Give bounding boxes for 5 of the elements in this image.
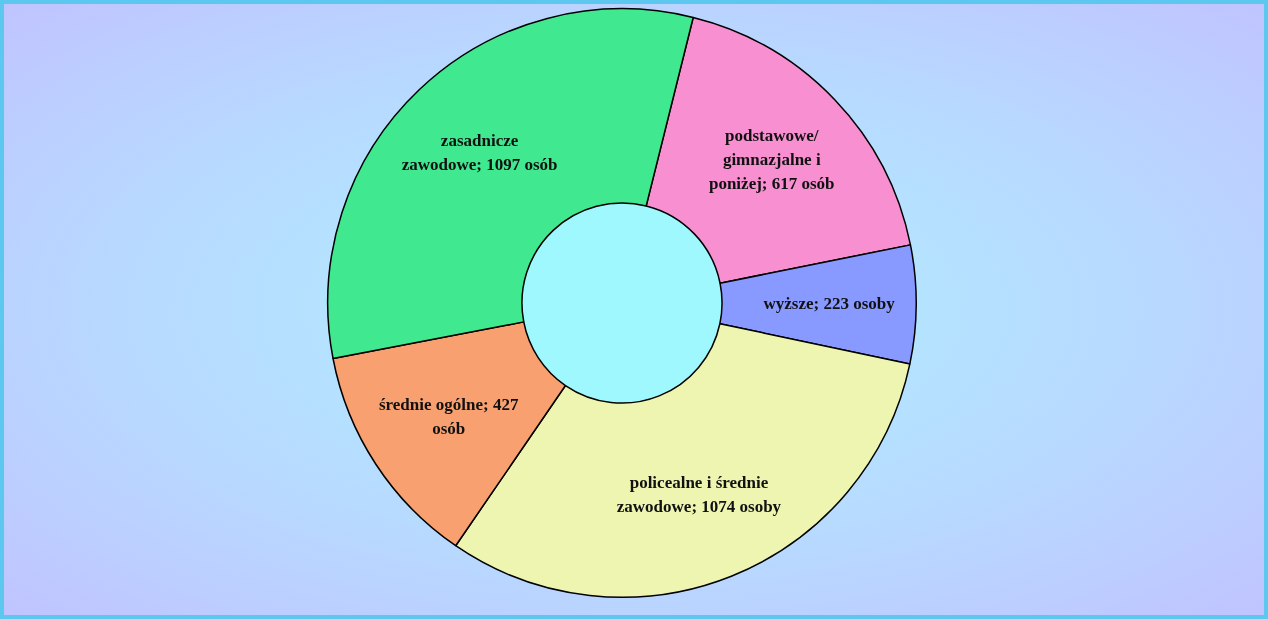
- slice-label: policealne i średnie zawodowe; 1074 osoby: [615, 472, 783, 519]
- slice-label: wyższe; 223 osoby: [762, 293, 896, 315]
- slice-label: średnie ogólne; 427 osób: [377, 393, 520, 440]
- slice-label: podstawowe/ gimnazjalne i poniżej; 617 osób: [707, 124, 836, 195]
- slice-label: zasadnicze zawodowe; 1097 osób: [400, 129, 559, 176]
